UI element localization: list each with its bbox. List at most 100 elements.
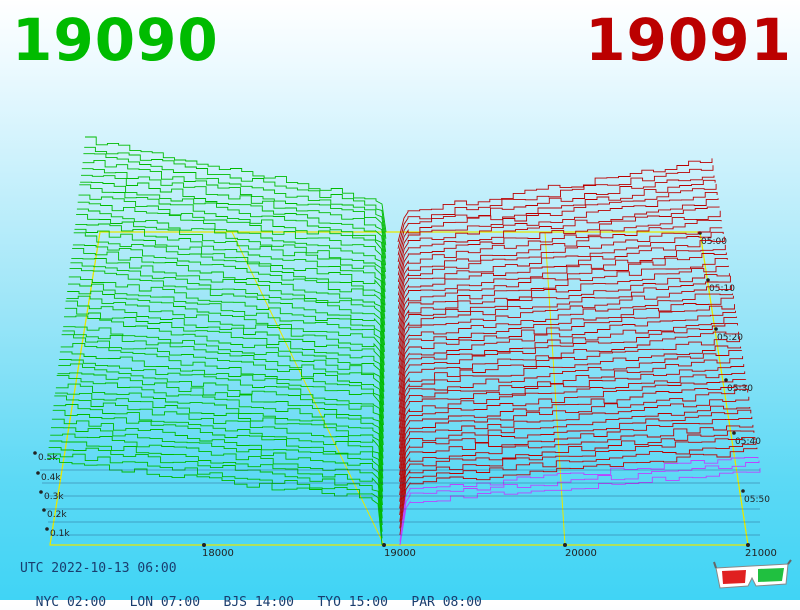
time-tick-label: 05:20 xyxy=(717,333,743,343)
ask-depth-line xyxy=(398,244,726,329)
x-tick-label: 18000 xyxy=(202,548,234,559)
ask-depth-line xyxy=(398,345,742,429)
bid-depth-line xyxy=(82,159,387,253)
bid-depth-line xyxy=(49,440,383,526)
bid-depth-line xyxy=(55,383,384,472)
ask-depth-line xyxy=(398,265,729,349)
bid-depth-line xyxy=(80,181,386,273)
ask-depth-line xyxy=(398,257,728,342)
bid-depth-line xyxy=(76,208,386,299)
ask-depth-line xyxy=(399,416,753,502)
ask-price: 19091 xyxy=(585,6,792,74)
ask-depth-line xyxy=(397,227,723,309)
ask-depth-line xyxy=(397,210,721,296)
ask-depth-line xyxy=(398,304,735,389)
bid-depth-line xyxy=(58,363,384,452)
ask-depth-line xyxy=(399,457,759,542)
ask-depth-line xyxy=(398,231,724,316)
bid-depth-line xyxy=(61,334,384,426)
floor-gridline xyxy=(699,231,749,546)
bid-depth-line xyxy=(62,330,385,419)
bid-depth-line xyxy=(76,214,386,306)
ask-depth-line xyxy=(398,336,741,422)
bid-depth-line xyxy=(84,146,387,239)
ask-depth-line xyxy=(399,430,755,516)
depth-tick-mark xyxy=(42,508,46,512)
ask-depth-line xyxy=(399,441,757,529)
ask-depth-line xyxy=(398,349,743,436)
bid-depth-line xyxy=(74,228,386,319)
bid-depth-line xyxy=(85,136,387,233)
time-tick-label: 05:40 xyxy=(735,437,761,447)
bid-depth-line xyxy=(47,458,383,546)
bid-depth-line xyxy=(53,404,384,492)
time-tick-mark xyxy=(724,378,728,382)
bid-depth-line xyxy=(63,326,385,412)
x-tick-mark xyxy=(563,543,567,547)
depth-tick-label: 0.5k xyxy=(38,453,58,463)
time-tick-mark xyxy=(732,431,736,435)
ask-depth-line xyxy=(399,388,749,476)
ask-depth-line xyxy=(397,206,720,289)
ask-depth-line xyxy=(398,323,738,409)
depth-tick-mark xyxy=(36,471,40,475)
x-tick-mark xyxy=(202,543,206,547)
bid-depth-line xyxy=(77,201,386,292)
bid-depth-line xyxy=(60,342,384,432)
ask-depth-line xyxy=(398,356,744,442)
bid-depth-line xyxy=(55,392,384,479)
depth-tick-mark xyxy=(45,527,49,531)
depth-tick-label: 0.3k xyxy=(44,492,64,502)
ask-depth-line xyxy=(399,396,750,482)
clock-tyo: TYO 15:00 xyxy=(317,595,388,610)
ask-depth-line xyxy=(398,285,732,369)
ask-depth-line xyxy=(398,331,740,416)
bid-depth-line xyxy=(81,168,387,259)
ask-depth-line xyxy=(399,460,760,546)
x-tick-label: 19000 xyxy=(384,548,416,559)
ask-depth-line xyxy=(397,183,717,269)
bid-depth-line xyxy=(79,184,386,279)
ask-depth-line xyxy=(398,371,746,456)
clock-bjs: BJS 14:00 xyxy=(223,595,294,610)
ask-depth-line xyxy=(399,424,754,509)
ask-depth-line xyxy=(397,191,718,276)
depth-tick-label: 0.4k xyxy=(41,473,61,483)
depth-tick-mark xyxy=(39,490,43,494)
bid-depth-line xyxy=(65,300,385,392)
clock-par: PAR 08:00 xyxy=(411,595,482,610)
bid-depth-line xyxy=(47,453,383,539)
time-tick-mark xyxy=(706,278,710,282)
bid-depth-line xyxy=(78,194,386,286)
3d-glasses-icon[interactable] xyxy=(712,558,792,592)
bid-depth-line xyxy=(72,244,386,332)
bid-depth-line xyxy=(59,351,384,439)
x-tick-mark xyxy=(746,543,750,547)
time-tick-label: 05:00 xyxy=(701,237,727,247)
bid-depth-line xyxy=(67,290,385,379)
floor-gridline xyxy=(544,231,566,546)
ask-depth-line xyxy=(397,165,714,249)
x-tick-label: 20000 xyxy=(565,548,597,559)
ask-depth-line xyxy=(398,252,727,336)
bid-depth-line xyxy=(72,247,386,339)
bid-depth-line xyxy=(83,153,387,246)
bid-depth-line xyxy=(48,447,383,532)
ask-depth-line xyxy=(398,384,748,469)
ask-depth-line xyxy=(398,273,730,356)
ask-depth-line xyxy=(397,198,719,283)
bid-depth-line xyxy=(59,359,384,446)
bid-depth-line xyxy=(64,315,385,406)
bid-depth-line xyxy=(68,276,385,366)
clock-nyc: NYC 02:00 xyxy=(35,595,107,610)
ask-depth-line xyxy=(398,293,733,376)
x-tick-mark xyxy=(382,543,386,547)
bid-depth-line xyxy=(81,174,387,266)
depth-tick-label: 0.2k xyxy=(47,510,67,520)
ask-depth-line xyxy=(399,405,751,489)
bid-depth-line xyxy=(64,307,385,399)
depth-tick-label: 0.1k xyxy=(50,529,70,539)
x-tick-label: 21000 xyxy=(745,548,777,559)
time-tick-mark xyxy=(714,327,718,331)
